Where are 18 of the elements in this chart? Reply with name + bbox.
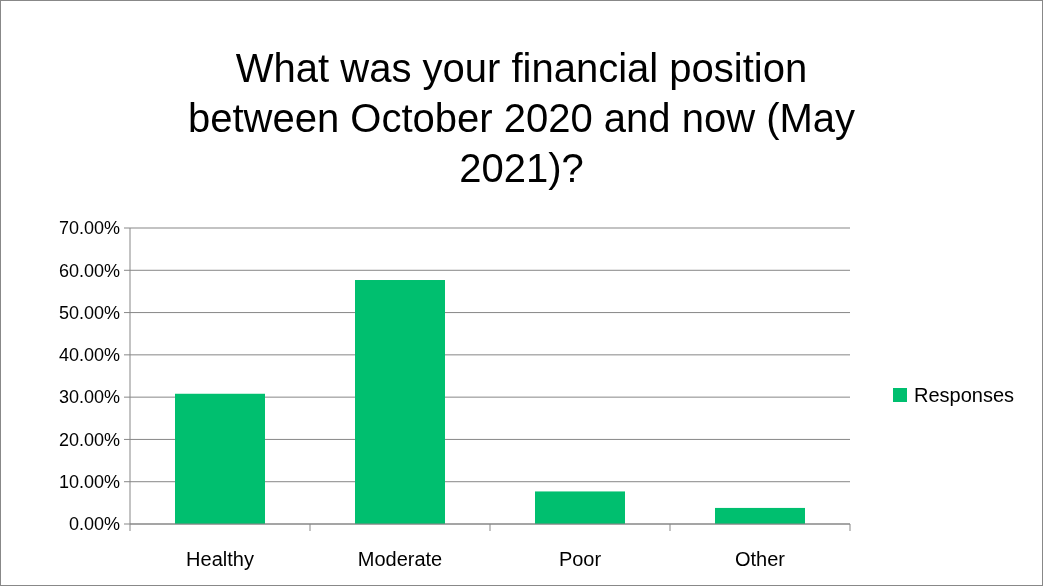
bar	[355, 280, 445, 524]
x-tick-label: Other	[734, 548, 786, 570]
y-tick-label: 40.00%	[58, 345, 120, 366]
y-tick-label: 50.00%	[58, 302, 120, 323]
y-tick-label: 70.00%	[58, 218, 120, 239]
legend-label: Responses	[914, 384, 1015, 406]
x-tick-label: Healthy	[186, 548, 254, 570]
y-tick-label: 0.00%	[68, 514, 120, 535]
bar	[535, 491, 625, 524]
y-tick-label: 60.00%	[58, 260, 120, 281]
y-tick-label: 30.00%	[58, 387, 120, 408]
bar	[715, 507, 805, 524]
y-tick-label: 20.00%	[58, 429, 120, 450]
x-tick-label: Poor	[558, 548, 602, 570]
bar	[175, 393, 265, 524]
x-tick-label: Moderate	[357, 548, 443, 570]
y-tick-label: 10.00%	[58, 472, 120, 493]
chart-title: What was your financial position between October 2020 and now (May 2021)?	[187, 46, 856, 190]
